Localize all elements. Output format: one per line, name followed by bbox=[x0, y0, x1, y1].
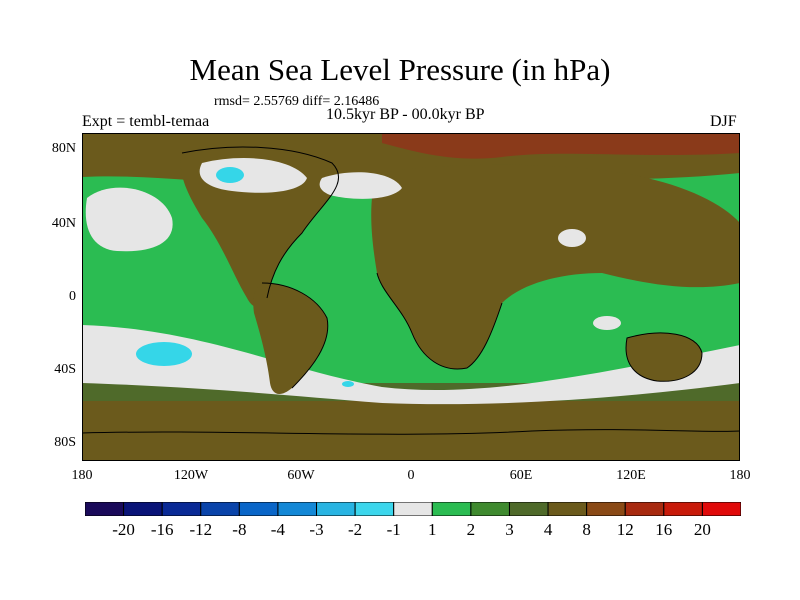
colorbar-tick-label: -8 bbox=[232, 520, 247, 539]
colorbar-box bbox=[508, 502, 549, 516]
season-label: DJF bbox=[710, 113, 737, 130]
coast-south-america bbox=[261, 282, 329, 389]
x-label-120w: 120W bbox=[173, 468, 209, 483]
colorbar-box bbox=[586, 502, 626, 516]
colorbar-box bbox=[354, 502, 395, 516]
asia-gray bbox=[558, 229, 586, 247]
colorbar-box bbox=[277, 502, 318, 516]
experiment-label: Expt = tembl-temaa bbox=[82, 113, 210, 130]
x-label-180e: 180 bbox=[729, 468, 751, 483]
colorbar-tick-label: 4 bbox=[543, 520, 553, 539]
x-label-0: 0 bbox=[407, 468, 415, 483]
colorbar-tick-label: -3 bbox=[309, 520, 324, 539]
south-america-shape bbox=[253, 283, 328, 395]
australia-shape bbox=[626, 333, 702, 382]
colorbar-box bbox=[161, 502, 202, 516]
canada-gray bbox=[199, 158, 307, 193]
coast-antarctica bbox=[82, 429, 740, 435]
colorbar-tick-label: -1 bbox=[386, 520, 401, 539]
colorbar-tick-label: -4 bbox=[270, 520, 285, 539]
y-label-40s: 40S bbox=[54, 362, 76, 377]
colorbar-box bbox=[85, 502, 125, 516]
stats-label: rmsd= 2.55769 diff= 2.16486 bbox=[214, 94, 380, 109]
south-gray-belt bbox=[82, 325, 740, 405]
colorbar-tick-label: 16 bbox=[655, 520, 673, 539]
colorbar-tick-label: 3 bbox=[505, 520, 514, 539]
colorbar-box bbox=[431, 502, 472, 516]
y-label-80n: 80N bbox=[51, 141, 76, 156]
coast-australia bbox=[625, 332, 703, 382]
colorbar-tick-label: 2 bbox=[466, 520, 476, 539]
y-label-40n: 40N bbox=[51, 216, 76, 231]
x-label-120e: 120E bbox=[616, 468, 646, 483]
colorbar-tick-label: 20 bbox=[693, 520, 711, 539]
y-label-80s: 80S bbox=[54, 435, 76, 450]
south-atlantic-cyan bbox=[342, 381, 354, 387]
chart-title: Mean Sea Level Pressure (in hPa) bbox=[189, 52, 611, 87]
colorbar-tick-label: 8 bbox=[582, 520, 591, 539]
colorbar-tick-label: -2 bbox=[348, 520, 363, 539]
colorbar-box bbox=[316, 502, 356, 516]
colorbar-box bbox=[701, 502, 741, 516]
colorbar-tick-label: 1 bbox=[428, 520, 437, 539]
colorbar-box bbox=[624, 502, 665, 516]
y-label-eq: 0 bbox=[69, 289, 76, 304]
colorbar-tick-label: -12 bbox=[189, 520, 213, 539]
colorbar-box bbox=[200, 502, 240, 516]
colorbar-box bbox=[238, 502, 279, 516]
arctic-redbrown bbox=[382, 133, 740, 159]
colorbar-box bbox=[470, 502, 510, 516]
north-pacific-gray bbox=[85, 187, 173, 252]
south-pacific-cyan bbox=[136, 342, 192, 366]
pressure-map bbox=[82, 133, 740, 461]
coast-africa bbox=[376, 272, 503, 370]
eurasia-africa-shape bbox=[371, 164, 740, 369]
x-label-180w: 180 bbox=[71, 468, 93, 483]
colorbar-box bbox=[663, 502, 703, 516]
colorbar-tick-label: -20 bbox=[112, 520, 135, 539]
colorbar-tick-label: -16 bbox=[150, 520, 174, 539]
colorbar-box bbox=[393, 502, 433, 516]
maritime-gray bbox=[593, 316, 621, 330]
canada-cyan bbox=[216, 167, 244, 183]
colorbar-box bbox=[123, 502, 163, 516]
x-label-60w: 60W bbox=[287, 468, 315, 483]
coast-north-america bbox=[181, 146, 339, 299]
x-label-60e: 60E bbox=[509, 468, 533, 483]
colorbar-tick-label: 12 bbox=[616, 520, 634, 539]
colorbar bbox=[85, 502, 741, 516]
greenland-gray bbox=[319, 172, 402, 199]
period-label: 10.5kyr BP - 00.0kyr BP bbox=[326, 106, 485, 123]
colorbar-box bbox=[547, 502, 588, 516]
map-frame bbox=[82, 133, 740, 461]
